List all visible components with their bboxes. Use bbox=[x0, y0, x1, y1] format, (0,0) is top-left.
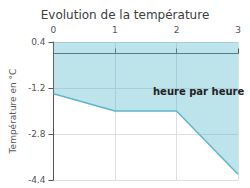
svg-text:0: 0 bbox=[51, 25, 57, 35]
svg-text:-2.8: -2.8 bbox=[28, 129, 46, 139]
svg-text:1: 1 bbox=[112, 25, 118, 35]
svg-text:Evolution de la température: Evolution de la température bbox=[41, 8, 210, 22]
svg-text:3: 3 bbox=[235, 25, 241, 35]
svg-text:0.4: 0.4 bbox=[31, 37, 46, 47]
svg-text:-4.4: -4.4 bbox=[28, 175, 46, 185]
svg-text:Température en °C: Température en °C bbox=[8, 69, 18, 155]
svg-text:-1.2: -1.2 bbox=[28, 83, 46, 93]
svg-text:2: 2 bbox=[174, 25, 180, 35]
svg-text:heure par heure: heure par heure bbox=[153, 86, 244, 97]
